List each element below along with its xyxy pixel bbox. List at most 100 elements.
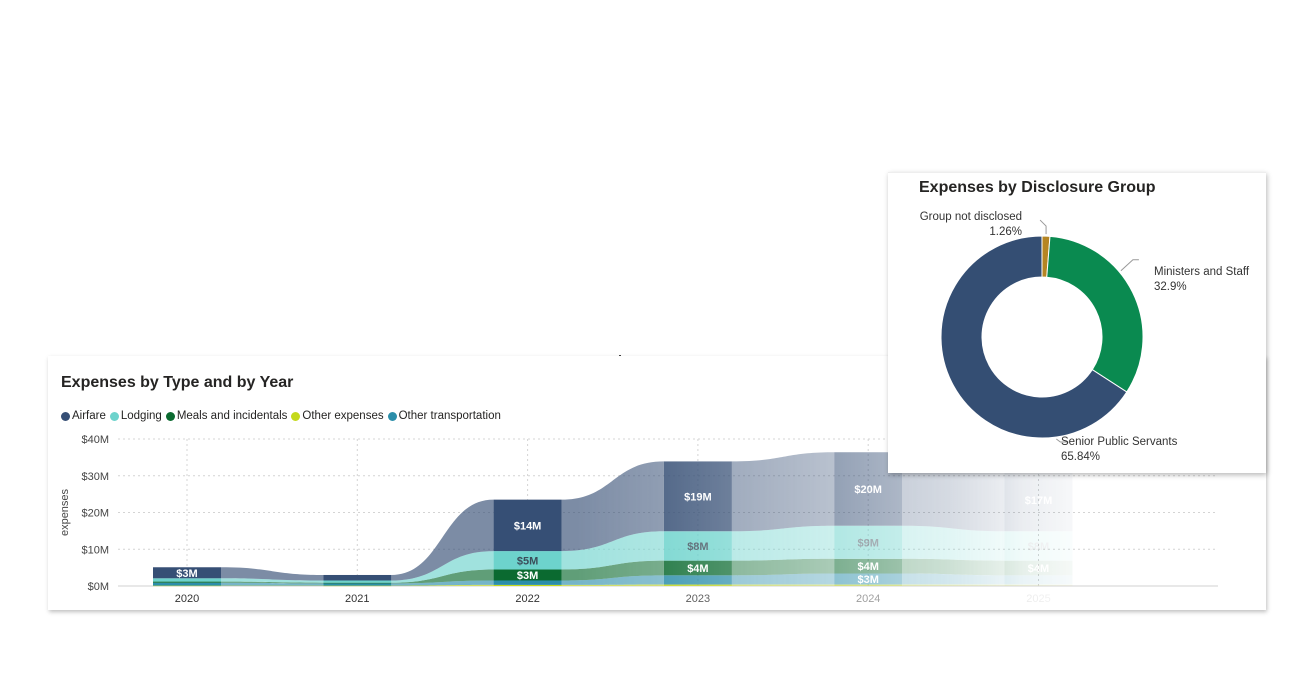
bar-other-expenses — [493, 584, 562, 586]
ribbon-meals-and-incidentals — [221, 581, 324, 584]
y-tick-label: $0M — [88, 581, 109, 593]
ribbon-other-transportation — [561, 575, 664, 585]
legend-item-other-expenses[interactable]: Other expenses — [291, 410, 384, 422]
bar-airfare — [323, 574, 392, 581]
legend-marker — [165, 411, 175, 421]
ribbon-airfare — [731, 452, 835, 532]
data-label: $3M — [176, 568, 197, 580]
donut-chart-card[interactable]: Expenses by Disclosure Group Group not d… — [888, 172, 1266, 473]
legend-item-airfare[interactable]: Airfare — [61, 410, 106, 422]
legend-marker — [61, 411, 70, 421]
data-label: $20M — [854, 484, 882, 496]
bar-lodging — [663, 531, 732, 561]
slice-label-value: 65.84% — [1061, 451, 1100, 463]
slice-label-name: Senior Public Servants — [1061, 436, 1178, 448]
bar-airfare — [153, 567, 221, 579]
ribbon-lodging — [731, 525, 835, 561]
bar-lodging — [493, 551, 562, 570]
legend-item-meals-and-incidentals[interactable]: Meals and incidentals — [165, 410, 288, 422]
ribbon-other-expenses — [561, 584, 664, 586]
x-tick-label: 2020 — [175, 593, 199, 605]
bar-meals-and-incidentals — [1004, 560, 1073, 576]
legend-item-lodging[interactable]: Lodging — [109, 410, 162, 422]
legend-label: Other expenses — [302, 410, 384, 422]
legend-marker — [109, 411, 119, 421]
legend-label: Meals and incidentals — [176, 410, 288, 422]
ribbon-lodging — [902, 525, 1005, 561]
donut-chart-plot: Group not disclosed 1.26% Ministers and St… — [920, 211, 1250, 463]
data-label: $9M — [857, 537, 878, 549]
bar-other-transportation — [1004, 575, 1073, 585]
bar-other-expenses — [1004, 584, 1073, 586]
y-tick-label: $30M — [81, 471, 109, 483]
bar-lodging — [153, 578, 221, 582]
bar-meals-and-incidentals — [153, 581, 221, 583]
ribbon-airfare — [561, 461, 664, 552]
x-tick-label: 2022 — [515, 593, 539, 605]
bar-other-transportation — [834, 573, 903, 585]
ribbon-other-transportation — [731, 573, 835, 585]
data-label: $3M — [517, 570, 538, 582]
slice-label-name: Group not disclosed — [920, 211, 1022, 223]
x-tick-label: 2021 — [345, 593, 369, 605]
x-tick-label: 2023 — [686, 593, 710, 605]
bar-other-transportation — [663, 575, 732, 585]
chart-legend: Airfare Lodging Meals and incidentals Other… — [61, 410, 505, 422]
data-label: $4M — [1028, 563, 1049, 575]
ribbon-airfare — [391, 499, 494, 581]
x-tick-label: 2024 — [856, 593, 880, 605]
bar-other-expenses — [323, 585, 392, 587]
bar-airfare — [493, 499, 562, 552]
ribbon-other-transportation — [391, 580, 494, 586]
data-label: $4M — [857, 561, 878, 573]
bar-meals-and-incidentals — [834, 558, 903, 574]
legend-item-other-transportation[interactable]: Other transportation — [387, 410, 501, 422]
slice-label-value: 32.9% — [1154, 281, 1187, 293]
ribbon-lodging — [221, 578, 324, 583]
donut-slice-senior-public-servants — [940, 235, 1128, 439]
bar-other-expenses — [663, 584, 732, 586]
bar-lodging — [323, 580, 392, 583]
y-tick-label: $20M — [81, 508, 109, 520]
chart-title: Expenses by Type and by Year — [61, 374, 294, 391]
ribbon-meals-and-incidentals — [902, 558, 1005, 576]
slice-label-name: Ministers and Staff — [1154, 266, 1250, 278]
ribbon-meals-and-incidentals — [391, 569, 494, 584]
bar-other-expenses — [834, 584, 903, 586]
leader-line — [1056, 438, 1069, 443]
data-label: $17M — [1025, 495, 1053, 507]
x-tick-label: 2025 — [1026, 593, 1050, 605]
ribbon-other-transportation — [902, 573, 1005, 585]
ribbon-lodging — [391, 551, 494, 583]
bar-meals-and-incidentals — [493, 569, 562, 581]
ribbon-other-transportation — [221, 582, 324, 586]
bar-meals-and-incidentals — [663, 560, 732, 576]
data-label: $5M — [517, 555, 538, 567]
bar-other-transportation — [153, 582, 221, 586]
ribbon-airfare — [221, 567, 324, 581]
data-label: $19M — [684, 491, 712, 503]
bar-other-transportation — [493, 580, 562, 585]
donut-slice-ministers-and-staff — [1046, 235, 1144, 393]
ribbon-other-expenses — [902, 584, 1005, 586]
slice-label-value: 1.26% — [989, 226, 1022, 238]
legend-marker — [291, 411, 301, 421]
chart-title: Expenses by Disclosure Group — [919, 179, 1156, 196]
y-tick-label: $40M — [81, 434, 109, 446]
bar-airfare — [663, 461, 732, 532]
bar-other-expenses — [153, 585, 221, 587]
data-label: $8M — [687, 541, 708, 553]
y-axis-title: expenses — [59, 488, 71, 536]
bar-other-transportation — [323, 583, 392, 586]
ribbon-meals-and-incidentals — [731, 558, 835, 576]
y-tick-label: $10M — [81, 544, 109, 556]
ribbon-meals-and-incidentals — [561, 560, 664, 581]
legend-label: Airfare — [72, 410, 106, 422]
bar-lodging — [1004, 531, 1073, 561]
bar-airfare — [1004, 468, 1073, 532]
ribbon-plot-area: $3M$3M$4M $4M $4M$5M$8M $9M $8M$3M$14M$19M$2… — [153, 452, 1073, 605]
data-label: $14M — [514, 520, 542, 532]
legend-label: Other transportation — [398, 410, 501, 422]
data-label: $3M — [857, 574, 878, 586]
